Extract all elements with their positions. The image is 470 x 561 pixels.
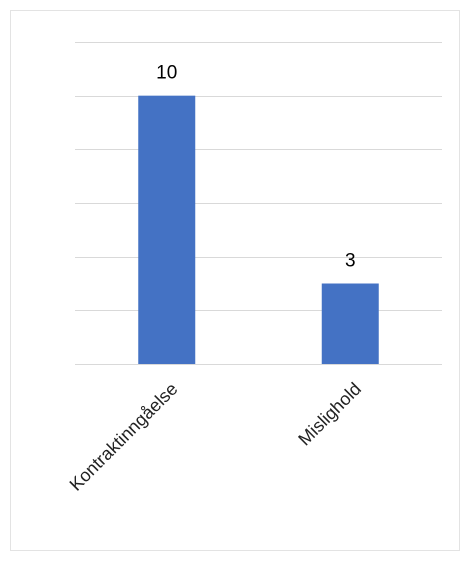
data-label-1: 10	[156, 63, 177, 84]
category-label-1: Kontraktinngåelse	[66, 379, 182, 495]
bar-2	[321, 283, 379, 364]
category-label-2: Mislighold	[294, 379, 365, 450]
category-labels: Kontraktinngåelse Mislighold	[66, 379, 366, 495]
chart-frame	[10, 10, 460, 551]
bar-1	[138, 95, 196, 365]
bars	[138, 95, 379, 365]
data-label-2: 3	[345, 251, 356, 272]
data-labels: 10 3	[156, 63, 355, 272]
gridlines	[75, 42, 442, 365]
